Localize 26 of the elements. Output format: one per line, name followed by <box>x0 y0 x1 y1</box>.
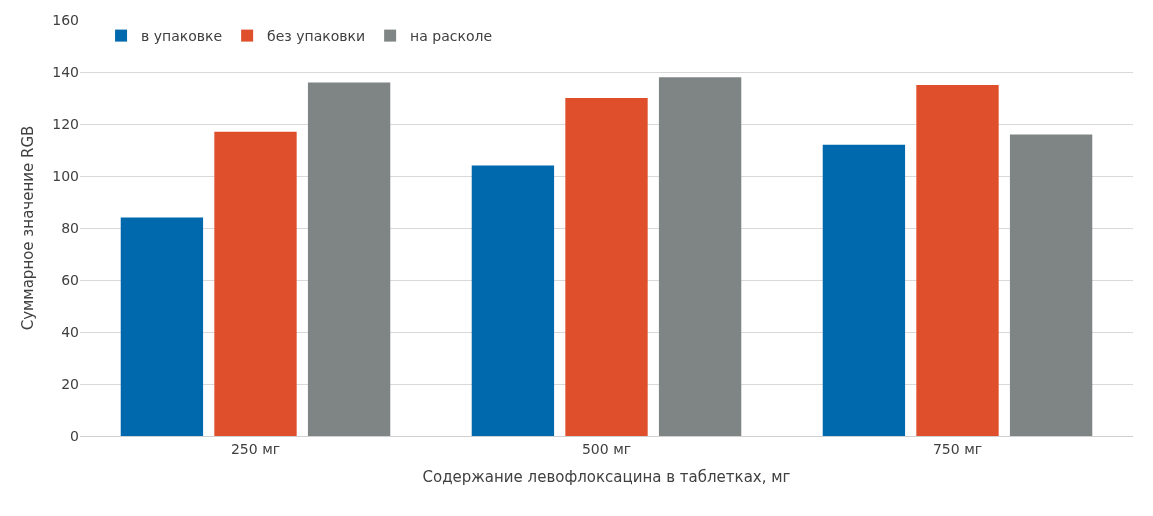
legend-label: на расколе <box>410 28 493 45</box>
y-tick-label: 0 <box>70 427 79 444</box>
y-tick-label: 60 <box>61 271 79 288</box>
x-axis-title: Содержание левофлоксацина в таблетках, мг <box>422 467 791 486</box>
x-tick-label: 750 мг <box>932 440 983 457</box>
legend-label: в упаковке <box>141 28 223 45</box>
y-tick-label: 40 <box>61 323 79 340</box>
bar <box>1009 134 1093 436</box>
x-tick-label: 500 мг <box>581 440 632 457</box>
y-tick-label: 140 <box>52 63 79 80</box>
x-tick-label: 250 мг <box>230 440 281 457</box>
bar <box>307 82 391 436</box>
bar <box>658 77 742 436</box>
y-tick-label: 160 <box>52 11 79 28</box>
y-tick-label: 80 <box>61 219 79 236</box>
bar <box>214 131 297 436</box>
bar <box>471 165 555 436</box>
y-tick-label: 20 <box>61 375 79 392</box>
bar <box>822 144 906 436</box>
y-tick-label: 120 <box>52 115 79 132</box>
legend-label: без упаковки <box>267 28 366 45</box>
bar <box>916 85 999 436</box>
y-tick-label: 100 <box>52 167 79 184</box>
bar <box>565 98 648 436</box>
bar <box>120 217 204 436</box>
y-axis-title: Суммарное значение RGB <box>18 125 37 331</box>
